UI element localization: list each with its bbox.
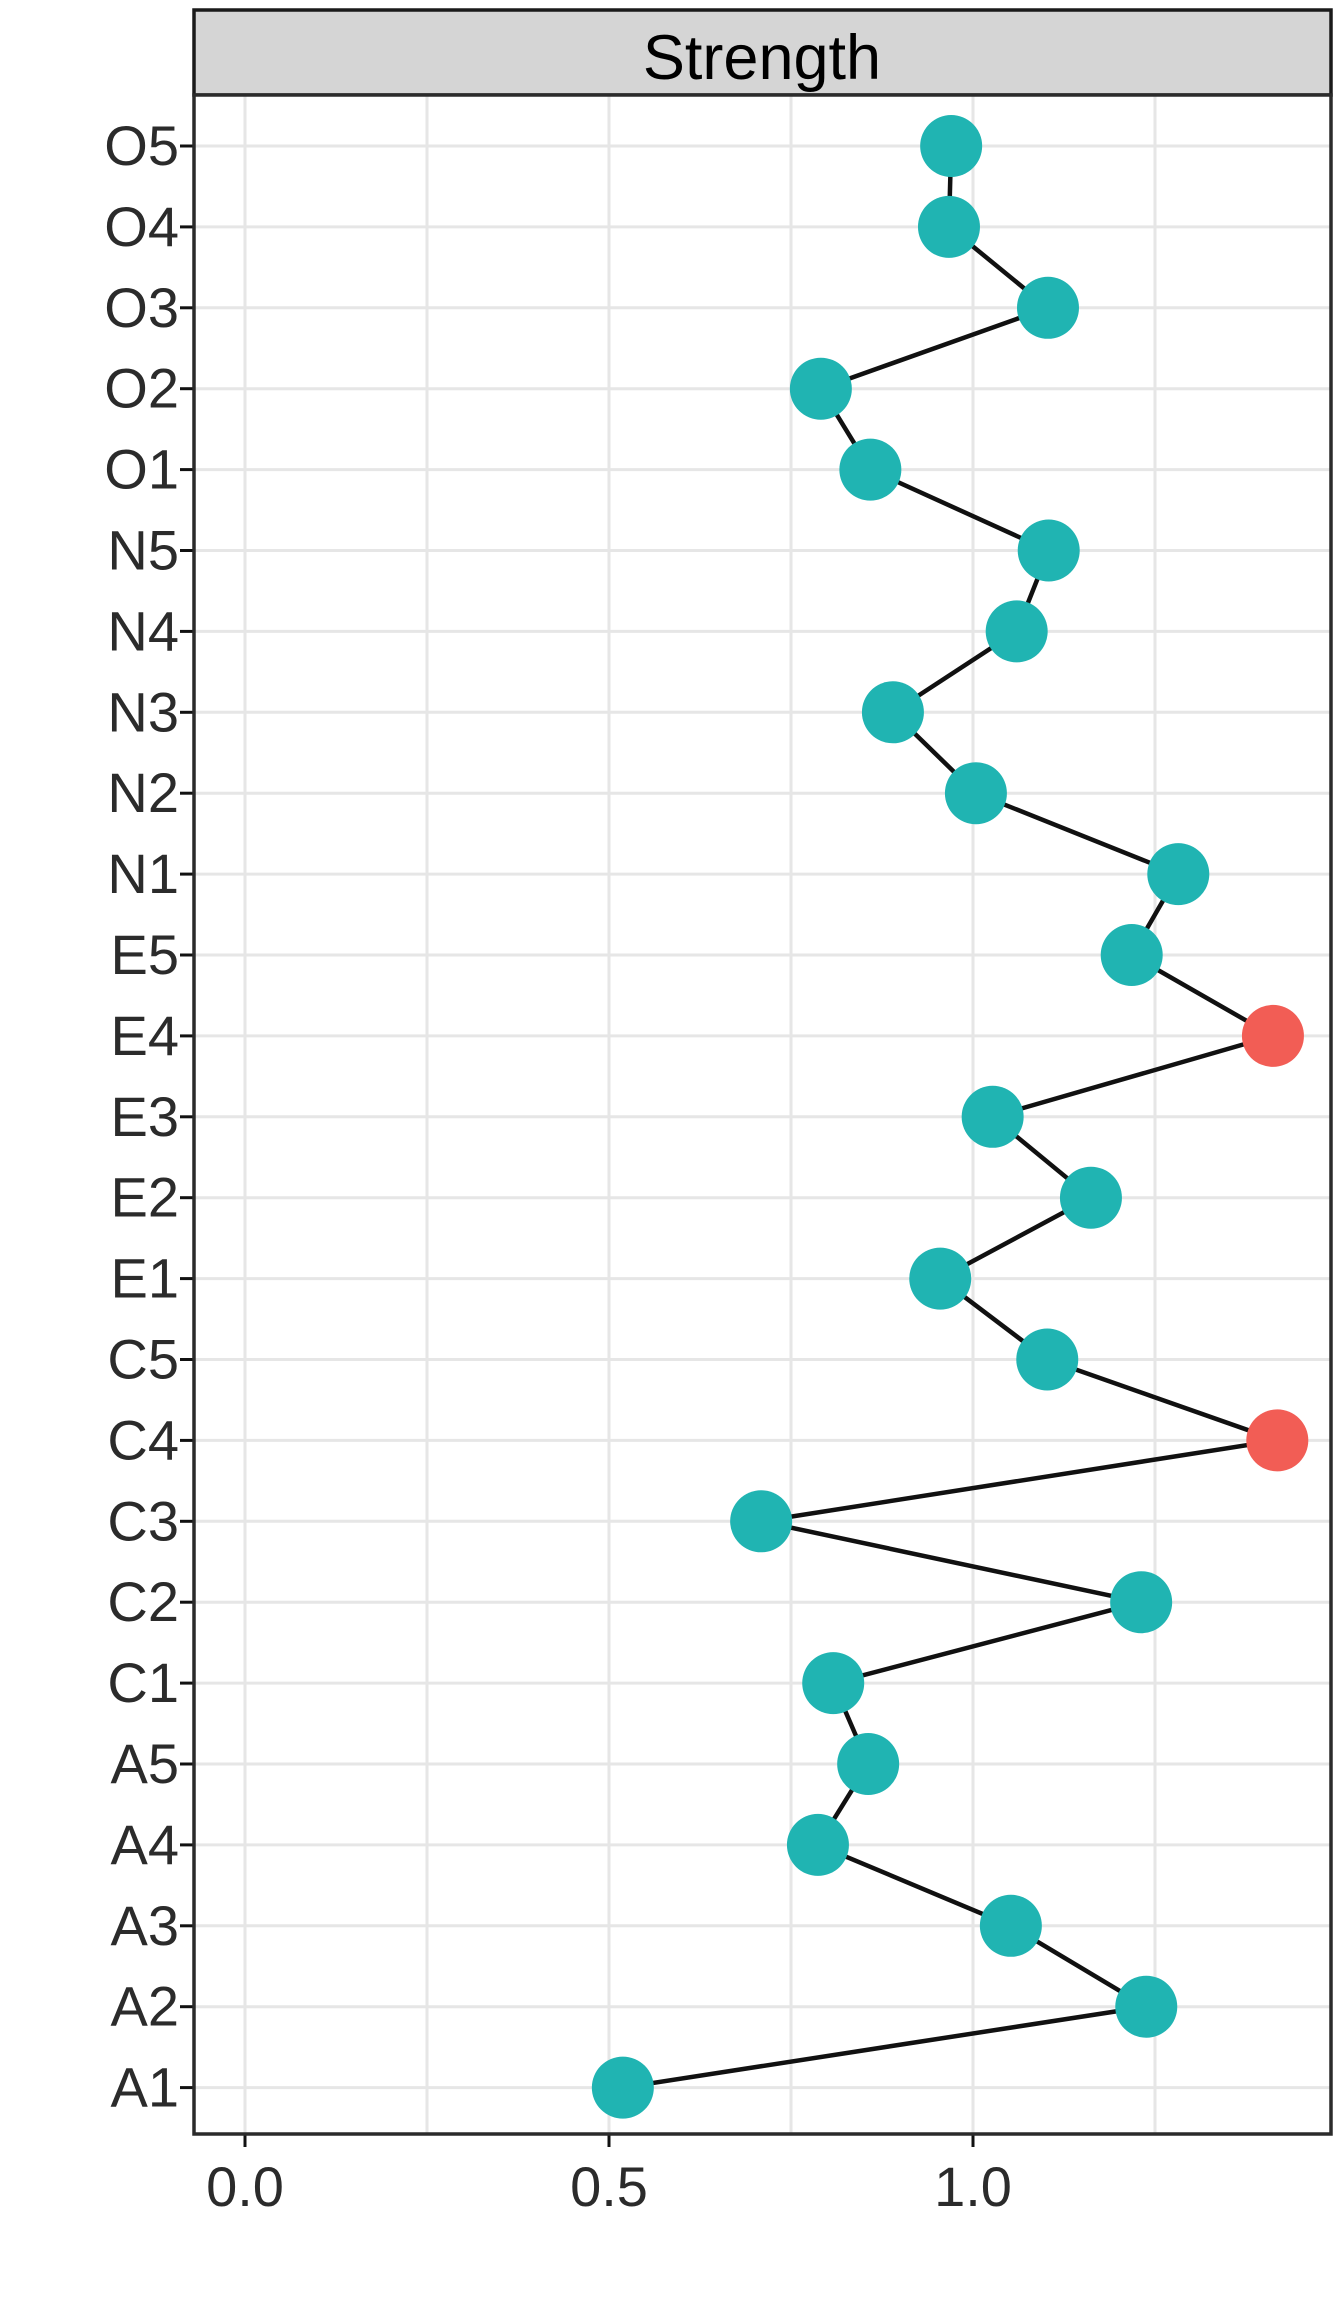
data-point-O1 (839, 438, 902, 501)
data-point-E1 (909, 1247, 972, 1310)
y-axis-label-C5: C5 (107, 1328, 179, 1391)
y-axis-label-O3: O3 (104, 276, 179, 339)
y-axis-label-O2: O2 (104, 357, 179, 420)
data-point-C2 (1110, 1571, 1173, 1634)
y-axis-label-E5: E5 (111, 923, 180, 986)
y-axis-label-C3: C3 (107, 1489, 179, 1552)
facet-strip (192, 8, 1333, 97)
y-axis-label-A1: A1 (111, 2056, 180, 2119)
data-point-C5 (1016, 1328, 1079, 1391)
data-point-C4 (1246, 1409, 1309, 1472)
y-axis-label-N3: N3 (107, 680, 179, 743)
y-axis-label-A4: A4 (111, 1813, 180, 1876)
data-point-O3 (1016, 276, 1079, 339)
y-axis-label-O5: O5 (104, 114, 179, 177)
data-point-E5 (1100, 924, 1163, 986)
y-axis-label-A2: A2 (111, 1975, 180, 2038)
y-axis-label-N1: N1 (107, 842, 179, 905)
y-axis-label-N4: N4 (107, 599, 179, 662)
data-point-N3 (861, 681, 924, 744)
panel-background (194, 95, 1331, 2134)
y-axis-label-E2: E2 (111, 1166, 180, 1229)
data-point-A1 (591, 2056, 654, 2119)
facet-strip-title: Strength (643, 23, 881, 93)
data-point-E3 (961, 1085, 1024, 1148)
data-point-C1 (802, 1652, 865, 1715)
data-point-N2 (944, 762, 1007, 825)
data-point-E2 (1059, 1166, 1122, 1229)
data-point-N1 (1147, 843, 1210, 906)
x-axis-label-1.0: 1.0 (934, 2155, 1012, 2218)
data-point-A2 (1115, 1975, 1178, 2038)
y-axis-label-A3: A3 (111, 1894, 180, 1957)
y-axis-label-O4: O4 (104, 195, 179, 258)
data-point-N4 (985, 600, 1048, 663)
data-point-C3 (730, 1490, 793, 1553)
data-point-N5 (1017, 519, 1080, 582)
data-point-A3 (979, 1894, 1042, 1957)
data-point-O4 (917, 195, 980, 258)
data-point-A5 (837, 1733, 900, 1795)
y-axis-label-C1: C1 (107, 1651, 179, 1714)
y-axis-label-E4: E4 (111, 1004, 180, 1067)
x-axis-label-0.5: 0.5 (570, 2155, 648, 2218)
data-point-O5 (920, 115, 983, 177)
data-point-E4 (1241, 1004, 1304, 1067)
data-point-O2 (789, 357, 852, 420)
y-axis-label-C2: C2 (107, 1570, 179, 1633)
y-axis-label-A5: A5 (111, 1732, 180, 1795)
y-axis-label-C4: C4 (107, 1408, 179, 1471)
y-axis-label-E1: E1 (111, 1247, 180, 1310)
x-axis-label-0.0: 0.0 (206, 2155, 284, 2218)
panel-border (192, 93, 1333, 2136)
y-axis-label-N2: N2 (107, 761, 179, 824)
data-point-A4 (786, 1813, 849, 1876)
y-axis-label-N5: N5 (107, 519, 179, 582)
y-axis-label-E3: E3 (111, 1085, 180, 1148)
y-axis-label-O1: O1 (104, 438, 179, 501)
